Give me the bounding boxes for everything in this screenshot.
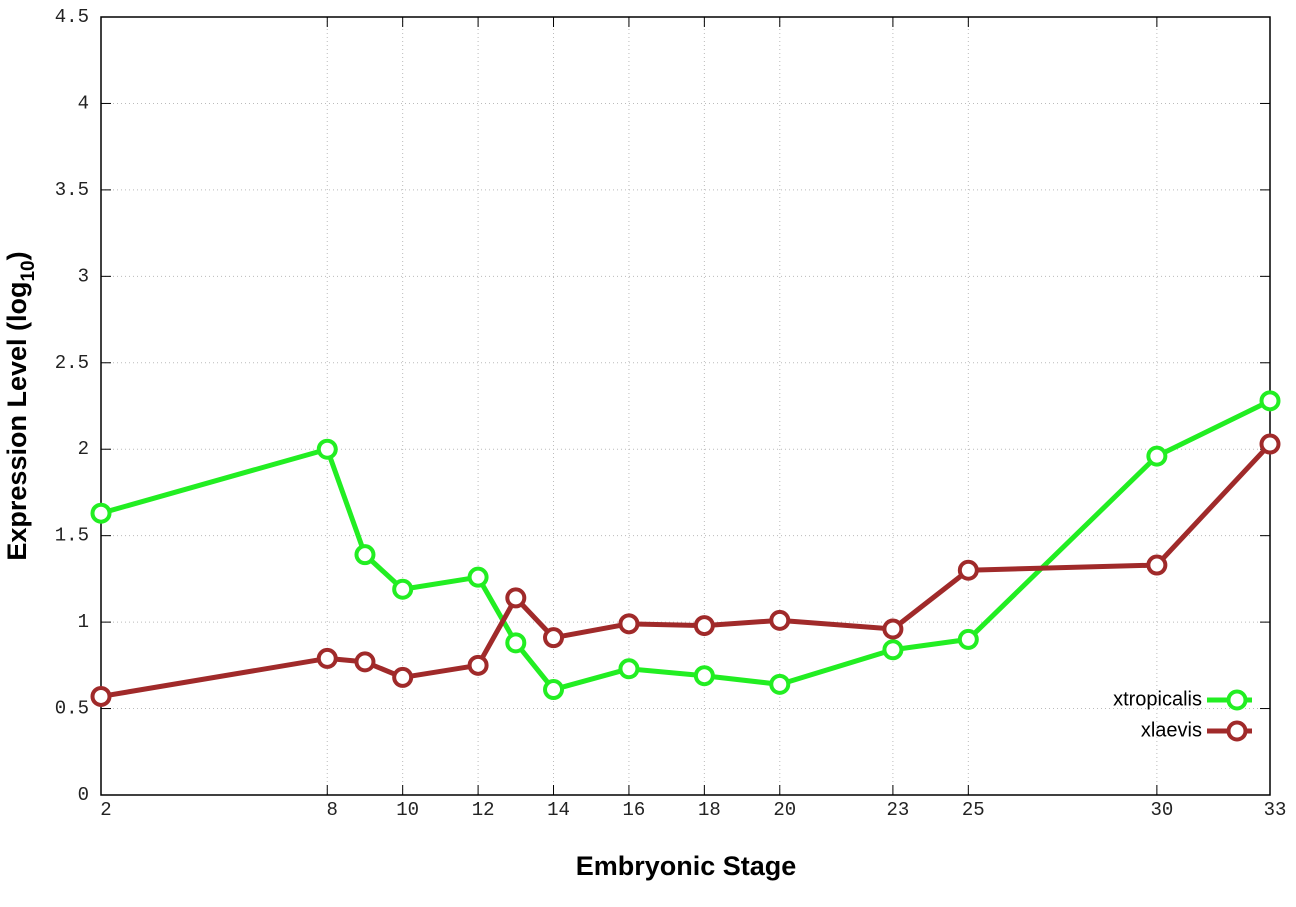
x-tick-label: 8 <box>327 799 338 821</box>
data-point <box>1259 390 1281 412</box>
data-point <box>769 609 791 631</box>
x-tick-label: 33 <box>1264 799 1287 821</box>
y-axis-label: Expression Level (log10) <box>2 251 39 560</box>
y-tick-label: 2.5 <box>55 352 89 374</box>
y-label-subscript: 10 <box>18 260 39 281</box>
data-point <box>1259 433 1281 455</box>
legend-marker <box>1226 720 1248 742</box>
y-tick-label: 0.5 <box>55 698 89 720</box>
data-point <box>316 647 338 669</box>
y-tick-label: 1.5 <box>55 525 89 547</box>
data-point <box>618 613 640 635</box>
legend-marker <box>1226 689 1248 711</box>
data-point <box>392 578 414 600</box>
x-tick-label: 30 <box>1150 799 1173 821</box>
y-label-text: Expression Level (log <box>2 282 32 561</box>
data-point <box>354 544 376 566</box>
data-point <box>316 438 338 460</box>
x-tick-label: 2 <box>100 799 111 821</box>
data-point <box>354 651 376 673</box>
y-tick-label: 4 <box>78 92 89 114</box>
x-tick-label: 10 <box>396 799 419 821</box>
data-point <box>957 628 979 650</box>
data-point <box>693 665 715 687</box>
data-point <box>769 673 791 695</box>
data-point <box>505 587 527 609</box>
legend-label: xlaevis <box>1141 719 1202 741</box>
x-axis-label: Embryonic Stage <box>576 851 797 881</box>
data-point <box>505 632 527 654</box>
data-point <box>543 679 565 701</box>
x-tick-label: 14 <box>547 799 570 821</box>
x-tick-label: 20 <box>773 799 796 821</box>
x-tick-label: 18 <box>698 799 721 821</box>
data-point <box>882 639 904 661</box>
data-point <box>1146 445 1168 467</box>
y-tick-label: 0 <box>78 784 89 806</box>
data-point <box>543 627 565 649</box>
data-point <box>957 559 979 581</box>
data-point <box>882 618 904 640</box>
data-point <box>90 685 112 707</box>
data-point <box>693 615 715 637</box>
x-tick-label: 16 <box>623 799 646 821</box>
x-tick-label: 23 <box>886 799 909 821</box>
legend-label: xtropicalis <box>1113 688 1202 710</box>
y-tick-label: 1 <box>78 611 89 633</box>
data-point <box>1146 554 1168 576</box>
y-label-suffix: ) <box>2 251 32 260</box>
y-tick-label: 2 <box>78 438 89 460</box>
x-tick-label: 25 <box>962 799 985 821</box>
y-tick-label: 4.5 <box>55 6 89 28</box>
x-tick-label: 12 <box>472 799 495 821</box>
data-point <box>90 502 112 524</box>
data-point <box>467 566 489 588</box>
data-point <box>392 666 414 688</box>
y-tick-label: 3 <box>78 265 89 287</box>
data-point <box>618 658 640 680</box>
data-point <box>467 654 489 676</box>
y-tick-label: 3.5 <box>55 179 89 201</box>
